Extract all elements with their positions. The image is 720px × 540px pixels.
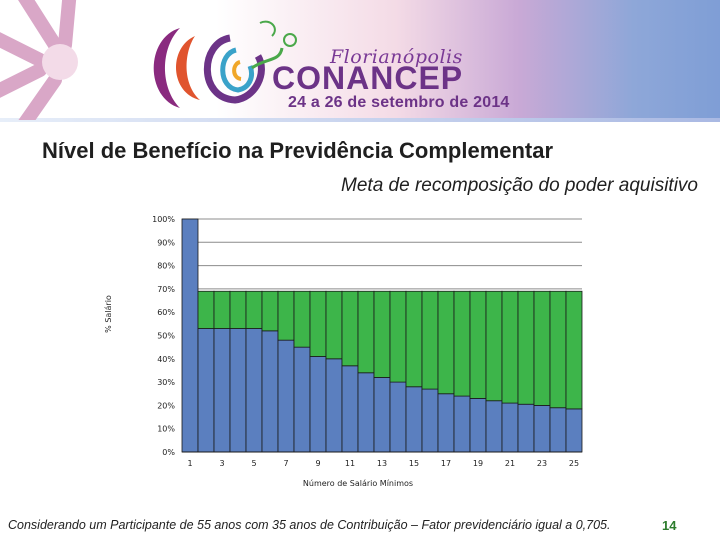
y-tick-label: 50% — [157, 332, 175, 341]
bar-complementary-gap — [245, 290, 263, 329]
x-tick-label: 17 — [441, 459, 451, 468]
bar-base-benefit — [309, 356, 327, 453]
bar-base-benefit — [357, 372, 375, 453]
bar-complementary-gap — [229, 290, 247, 329]
bar-base-benefit — [405, 386, 423, 453]
y-tick-label: 100% — [152, 215, 175, 224]
bar-complementary-gap — [389, 290, 407, 383]
header-banner — [0, 0, 720, 120]
y-tick-label: 0% — [162, 448, 175, 457]
bar-complementary-gap — [405, 290, 423, 388]
y-tick-label: 30% — [157, 378, 175, 387]
bar-base-benefit — [261, 330, 279, 453]
chart-x-axis-label: Número de Salário Mínimos — [303, 479, 413, 488]
bar-base-benefit — [245, 328, 263, 453]
bar-base-benefit — [453, 395, 471, 453]
y-tick-label: 90% — [157, 238, 175, 247]
x-tick-label: 15 — [409, 459, 419, 468]
bar-base-benefit — [533, 404, 551, 453]
bar-base-benefit — [373, 377, 391, 453]
bar-complementary-gap — [213, 290, 231, 329]
bar-complementary-gap — [293, 290, 311, 348]
bar-complementary-gap — [373, 290, 391, 378]
bar-base-benefit — [565, 408, 583, 453]
bar-complementary-gap — [549, 290, 567, 409]
bar-base-benefit — [389, 381, 407, 453]
event-city: Florianópolis — [330, 46, 463, 68]
bar-complementary-gap — [565, 290, 583, 410]
event-name: CONANCEP — [272, 60, 464, 96]
x-tick-label: 23 — [537, 459, 547, 468]
bar-base-benefit — [469, 398, 487, 453]
y-tick-label: 40% — [157, 355, 175, 364]
bar-base-benefit — [437, 393, 455, 453]
page-number: 14 — [662, 518, 677, 533]
y-tick-label: 20% — [157, 401, 175, 410]
x-tick-label: 11 — [345, 459, 355, 468]
x-tick-label: 21 — [505, 459, 515, 468]
y-tick-label: 10% — [157, 425, 175, 434]
bar-complementary-gap — [517, 290, 535, 405]
header-divider — [0, 118, 720, 122]
bar-complementary-gap — [341, 290, 359, 367]
bar-base-benefit — [293, 346, 311, 453]
bar-base-benefit — [485, 400, 503, 453]
bar-complementary-gap — [357, 290, 375, 374]
x-tick-label: 1 — [187, 459, 192, 468]
bar-base-benefit — [341, 365, 359, 453]
slide-footnote: Considerando um Participante de 55 anos … — [8, 518, 611, 532]
bar-base-benefit — [517, 403, 535, 453]
x-tick-label: 5 — [251, 459, 256, 468]
x-tick-label: 9 — [315, 459, 320, 468]
event-dates: 24 a 26 de setembro de 2014 — [288, 94, 510, 111]
bar-complementary-gap — [309, 290, 327, 357]
bar-complementary-gap — [469, 290, 487, 399]
bar-base-benefit — [197, 328, 215, 453]
bar-complementary-gap — [421, 290, 439, 390]
chart-bars — [181, 218, 583, 453]
bar-base-benefit — [549, 407, 567, 453]
y-tick-label: 80% — [157, 262, 175, 271]
x-tick-label: 19 — [473, 459, 483, 468]
bar-base-benefit — [277, 339, 295, 453]
chart-y-tick-labels: 0% 10% 20% 30% 40% 50% 60% 70% 80% 90% 100% — [152, 215, 175, 457]
bar-complementary-gap — [453, 290, 471, 397]
bar-complementary-gap — [485, 290, 503, 402]
event-logo-graphic — [153, 20, 297, 108]
organization-corner-logo — [0, 0, 78, 120]
slide-title: Nível de Benefício na Previdência Comple… — [42, 138, 554, 163]
y-tick-label: 70% — [157, 285, 175, 294]
bar-complementary-gap — [325, 290, 343, 360]
bar-base-benefit — [229, 328, 247, 453]
chart-y-axis-label: % Salário — [104, 295, 113, 333]
bar-base-benefit — [325, 358, 343, 453]
bar-complementary-gap — [197, 290, 215, 329]
bar-base-benefit — [181, 218, 199, 453]
y-tick-label: 60% — [157, 308, 175, 317]
bar-complementary-gap — [437, 290, 455, 395]
bar-base-benefit — [501, 402, 519, 453]
slide-subtitle: Meta de recomposição do poder aquisitivo — [341, 175, 698, 196]
x-tick-label: 13 — [377, 459, 387, 468]
bar-complementary-gap — [277, 290, 295, 341]
bar-complementary-gap — [501, 290, 519, 404]
x-tick-label: 25 — [569, 459, 579, 468]
bar-complementary-gap — [261, 290, 279, 332]
chart-x-tick-labels: 1 3 5 7 9 11 13 15 17 19 21 23 25 — [187, 459, 579, 468]
x-tick-label: 7 — [283, 459, 288, 468]
bar-base-benefit — [213, 328, 231, 453]
bar-complementary-gap — [533, 290, 551, 406]
x-tick-label: 3 — [219, 459, 224, 468]
bar-base-benefit — [421, 388, 439, 453]
